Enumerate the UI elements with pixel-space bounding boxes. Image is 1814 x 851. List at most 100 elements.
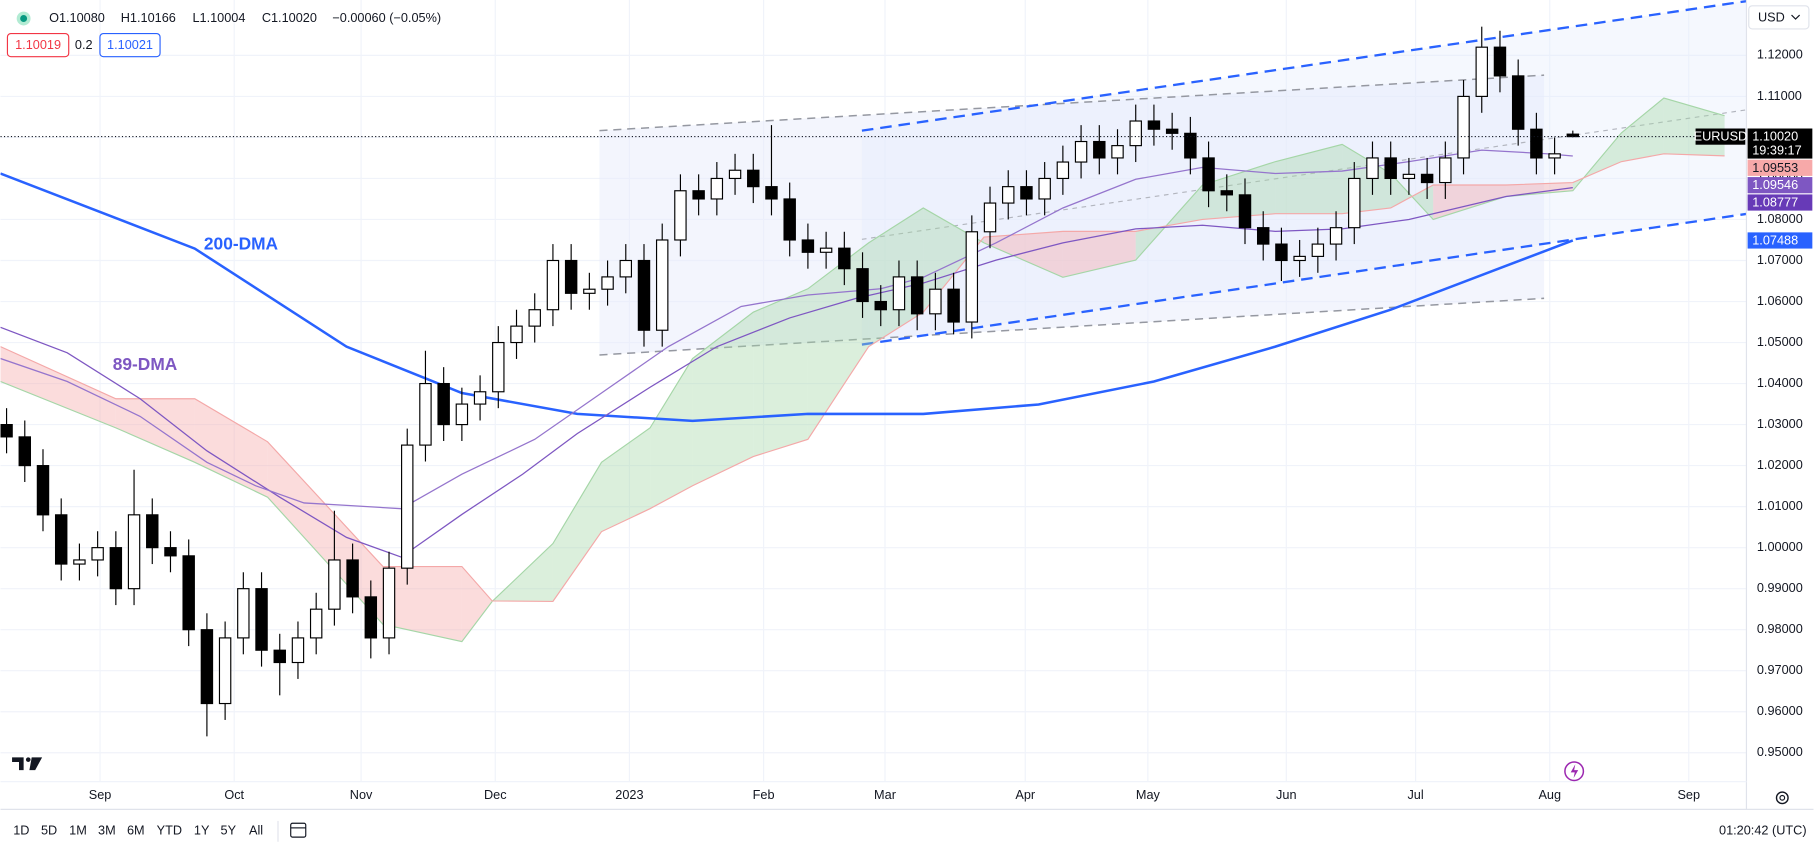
- tv-logo: [12, 757, 43, 771]
- range-button[interactable]: YTD: [157, 823, 182, 838]
- cloud-edge: [0, 97, 1725, 643]
- currency-button[interactable]: [1748, 5, 1810, 30]
- ask[interactable]: 1.10021: [107, 37, 153, 52]
- settings-icon[interactable]: [1775, 791, 1789, 805]
- price-label-box: [1747, 159, 1813, 176]
- price-label-box: [1747, 194, 1813, 211]
- y-tick-label: 1.01000: [1757, 498, 1803, 513]
- x-tick-label: Aug: [1538, 787, 1561, 802]
- candle-body: [36, 465, 50, 516]
- cloud-edge: [0, 153, 1725, 602]
- candle-body: [73, 559, 86, 565]
- ma-line: [0, 172, 1574, 423]
- ohlc-low: L1.10004: [192, 10, 245, 25]
- y-tick-label: 0.95000: [1757, 744, 1803, 759]
- candle-body: [218, 637, 232, 705]
- logo-part: [12, 757, 24, 771]
- cloud-fill: [552, 462, 602, 602]
- candle-body: [874, 300, 887, 311]
- status-dot: [20, 15, 28, 22]
- candle-body: [1366, 157, 1379, 180]
- candle-body: [510, 325, 523, 344]
- candle-body: [965, 231, 979, 323]
- candle-body: [528, 309, 541, 327]
- y-tick-label: 1.03000: [1757, 416, 1803, 431]
- symbol-tag: [1695, 128, 1746, 145]
- countdown: 19:39:17: [1752, 142, 1801, 157]
- range-button[interactable]: All: [249, 823, 263, 838]
- candle-body: [637, 259, 651, 331]
- moving-averages: [0, 149, 1574, 558]
- price-label: 1.09553: [1752, 160, 1798, 175]
- candle-body: [1093, 140, 1106, 159]
- y-tick-label: 0.96000: [1757, 703, 1803, 718]
- cloud-fill: [1275, 144, 1343, 214]
- candle-body: [655, 239, 669, 331]
- cloud-fill: [923, 207, 984, 313]
- y-tick-label: 1.04000: [1757, 375, 1803, 390]
- candle-body: [1311, 243, 1325, 257]
- y-tick-label: 1.06000: [1757, 293, 1803, 308]
- candle-body: [255, 588, 268, 651]
- x-tick-label: Feb: [753, 787, 775, 802]
- cloud-fill: [1506, 182, 1573, 197]
- candle-body: [801, 239, 815, 253]
- price-label: 1.09546: [1752, 177, 1798, 192]
- y-tick-label: 1.11000: [1757, 88, 1802, 103]
- y-tick-label: 1.12000: [1757, 47, 1803, 62]
- cloud-fill: [194, 398, 268, 498]
- candle-body: [1074, 140, 1088, 163]
- price-label: 1.08777: [1752, 194, 1798, 209]
- range-button[interactable]: 5D: [41, 823, 57, 838]
- candle-body: [819, 247, 833, 253]
- range-button[interactable]: 1M: [69, 823, 87, 838]
- candle-body: [346, 559, 359, 598]
- candle-body: [182, 555, 195, 631]
- x-tick-label: Jul: [1407, 787, 1423, 802]
- trend-line: [861, 0, 1747, 132]
- candle-body: [783, 198, 796, 241]
- cloud-fill: [461, 566, 493, 642]
- bid-button[interactable]: [6, 32, 70, 58]
- range-button[interactable]: 5Y: [221, 823, 237, 838]
- candle-body: [1348, 177, 1361, 229]
- calendar-icon[interactable]: [290, 822, 307, 838]
- range-button[interactable]: 1Y: [194, 823, 210, 838]
- candle-body: [291, 637, 305, 664]
- candle-body: [1475, 46, 1488, 97]
- trend-line: [861, 212, 1747, 346]
- candle-body: [583, 288, 596, 294]
- candle-body: [1202, 157, 1215, 192]
- cloud-fill: [983, 231, 1063, 278]
- ask-button[interactable]: [99, 32, 161, 58]
- candle-body: [674, 190, 687, 241]
- candle-body: [601, 276, 614, 290]
- candle-body: [401, 444, 414, 569]
- candle-body: [200, 629, 214, 705]
- logo-part: [29, 757, 43, 771]
- candle-body: [1511, 75, 1525, 130]
- candle-body: [364, 596, 378, 639]
- cloud-fill: [650, 358, 693, 509]
- candle-body: [492, 341, 505, 393]
- range-button[interactable]: 1D: [13, 823, 29, 838]
- candle-body: [546, 259, 560, 311]
- candle-body: [728, 169, 742, 180]
- candle-body: [1129, 120, 1142, 147]
- candle-body: [619, 259, 633, 278]
- candle-body: [1165, 128, 1179, 134]
- candle-body: [164, 547, 177, 557]
- y-tick-label: 1.05000: [1757, 334, 1803, 349]
- candle-body: [328, 559, 341, 610]
- y-tick-label: 1.07000: [1757, 252, 1803, 267]
- currency[interactable]: USD: [1758, 9, 1785, 24]
- candle-body: [382, 567, 396, 639]
- candle-body: [1147, 120, 1161, 130]
- price-label-box: [1747, 232, 1813, 249]
- bid[interactable]: 1.10019: [15, 37, 61, 52]
- range-button[interactable]: 6M: [127, 823, 145, 838]
- range-button[interactable]: 3M: [98, 823, 116, 838]
- x-tick-label: Jun: [1276, 787, 1296, 802]
